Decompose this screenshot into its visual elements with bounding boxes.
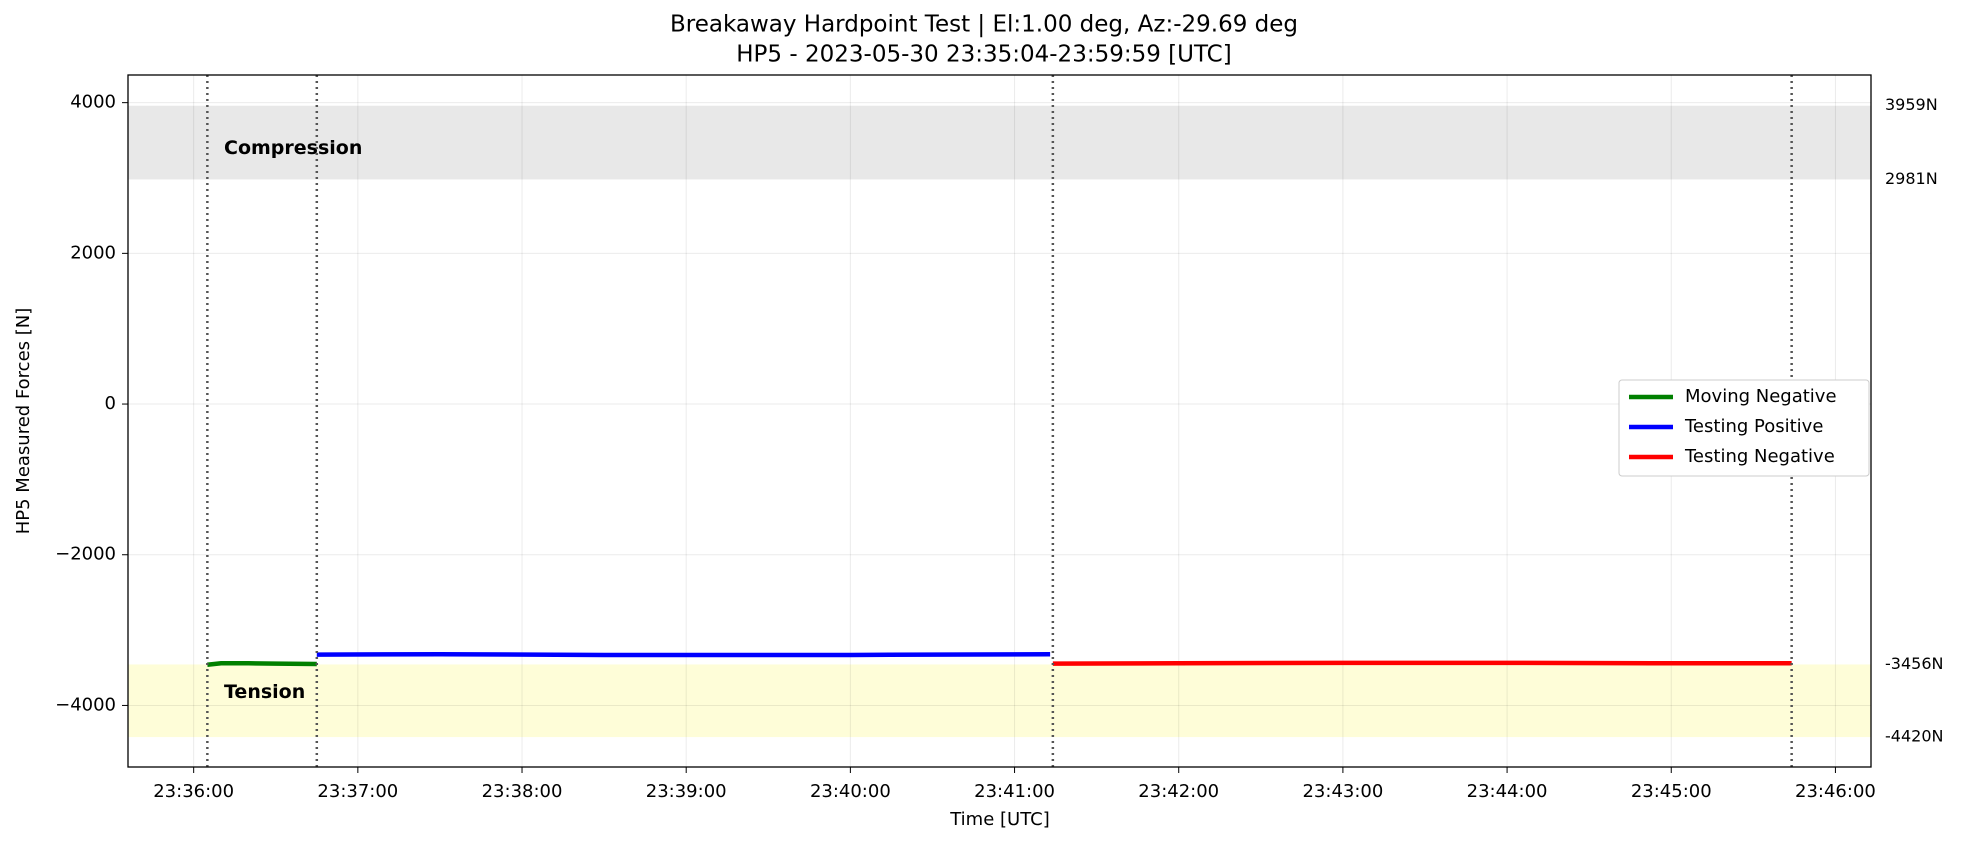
band-label: 3959N: [1885, 95, 1938, 114]
x-tick-label: 23:46:00: [1795, 781, 1876, 802]
x-tick-label: 23:38:00: [482, 781, 563, 802]
y-tick-label: 2000: [70, 242, 116, 263]
band-label: -4420N: [1885, 727, 1943, 746]
legend-label: Testing Positive: [1684, 416, 1823, 437]
chart-subtitle: HP5 - 2023-05-30 23:35:04-23:59:59 [UTC]: [736, 42, 1231, 68]
series-line: [1052, 660, 1792, 666]
x-tick-label: 23:45:00: [1631, 781, 1712, 802]
chart-title: Breakaway Hardpoint Test | El:1.00 deg, …: [670, 12, 1298, 38]
x-tick-label: 23:37:00: [317, 781, 398, 802]
band-label: -3456N: [1885, 654, 1943, 673]
y-tick-label: −4000: [55, 694, 116, 715]
legend-box: [1618, 379, 1870, 477]
plot-frame: [127, 74, 1872, 768]
band-label: 2981N: [1885, 169, 1938, 188]
band-name: Compression: [224, 137, 362, 159]
y-tick-label: 4000: [70, 92, 116, 113]
band-name: Tension: [224, 681, 305, 703]
series-line: [316, 651, 1051, 658]
x-tick-label: 23:44:00: [1467, 781, 1548, 802]
y-tick-label: 0: [105, 393, 116, 414]
band: [128, 664, 1871, 738]
y-tick-label: −2000: [55, 544, 116, 565]
x-tick-label: 23:40:00: [810, 781, 891, 802]
x-tick-label: 23:41:00: [974, 781, 1055, 802]
x-tick-label: 23:42:00: [1138, 781, 1219, 802]
x-tick-label: 23:36:00: [153, 781, 234, 802]
x-tick-label: 23:39:00: [646, 781, 727, 802]
series-line: [207, 660, 317, 667]
x-tick-label: 23:43:00: [1302, 781, 1383, 802]
x-axis-label: Time [UTC]: [949, 809, 1050, 830]
legend-label: Moving Negative: [1685, 386, 1837, 407]
legend-label: Testing Negative: [1684, 446, 1835, 467]
band: [128, 105, 1871, 180]
y-axis-label: HP5 Measured Forces [N]: [13, 308, 34, 535]
